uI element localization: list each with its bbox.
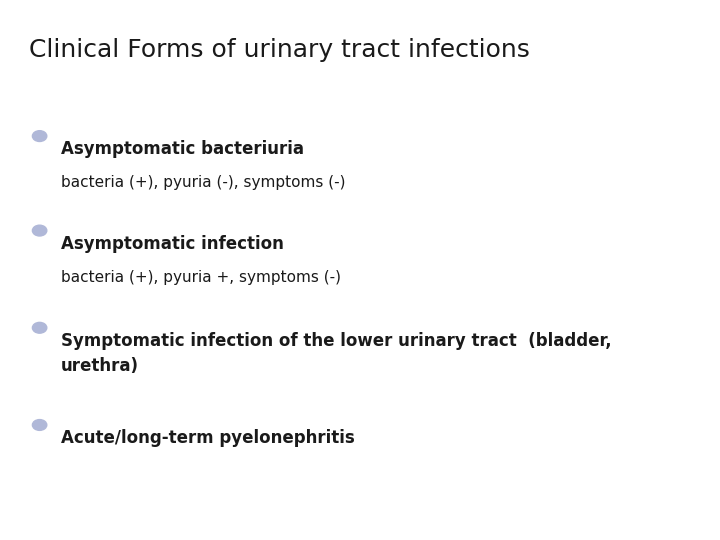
Text: Symptomatic infection of the lower urinary tract  (bladder,
urethra): Symptomatic infection of the lower urina… — [61, 332, 612, 375]
Text: Asymptomatic bacteriuria: Asymptomatic bacteriuria — [61, 140, 304, 158]
Text: bacteria (+), pyuria (-), symptoms (-): bacteria (+), pyuria (-), symptoms (-) — [61, 176, 346, 191]
Circle shape — [32, 225, 47, 236]
Circle shape — [32, 322, 47, 333]
Circle shape — [32, 420, 47, 430]
Text: Clinical Forms of urinary tract infections: Clinical Forms of urinary tract infectio… — [29, 38, 530, 62]
Text: bacteria (+), pyuria +, symptoms (-): bacteria (+), pyuria +, symptoms (-) — [61, 270, 341, 285]
Text: Acute/long-term pyelonephritis: Acute/long-term pyelonephritis — [61, 429, 355, 447]
Text: Asymptomatic infection: Asymptomatic infection — [61, 235, 284, 253]
Circle shape — [32, 131, 47, 141]
